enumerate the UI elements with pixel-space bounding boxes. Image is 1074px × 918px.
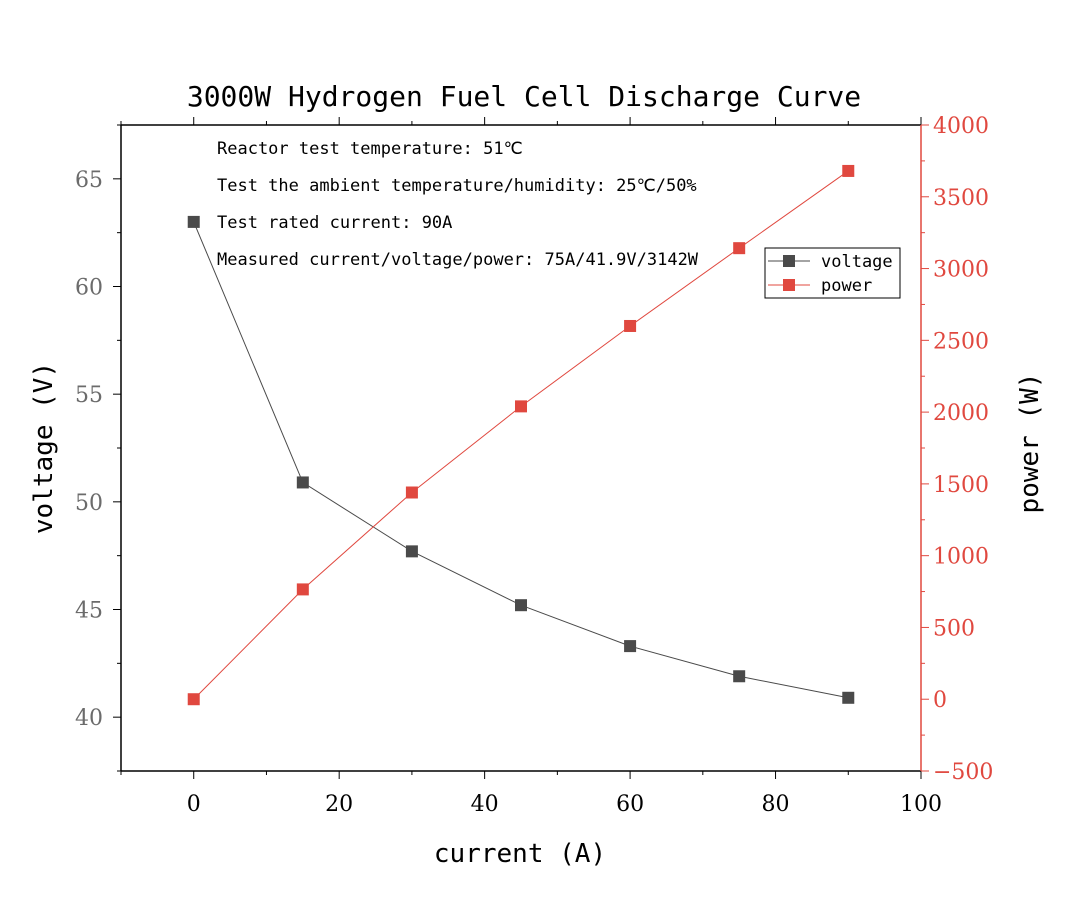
voltage-point xyxy=(624,640,637,653)
y-left-tick-label: 40 xyxy=(75,706,103,731)
annotation-text: Reactor test temperature: 51℃ xyxy=(217,139,523,159)
voltage-point xyxy=(515,599,527,612)
legend-marker xyxy=(783,255,795,267)
y-right-tick-label: 2500 xyxy=(933,329,989,354)
y-right-tick-label: 1000 xyxy=(933,545,989,570)
y-right-tick-label: 0 xyxy=(933,688,947,713)
y-left-tick-label: 45 xyxy=(75,599,103,624)
voltage-point xyxy=(296,476,309,489)
y-right-tick-label: 1500 xyxy=(933,473,989,498)
annotation-text: Measured current/voltage/power: 75A/41.9… xyxy=(217,250,699,270)
x-tick-label: 100 xyxy=(900,792,942,817)
power-point xyxy=(733,242,746,255)
chart-title: 3000W Hydrogen Fuel Cell Discharge Curve xyxy=(187,80,861,113)
annotation-text: Test the ambient temperature/humidity: 2… xyxy=(217,176,697,196)
y-right-tick-label: −500 xyxy=(933,760,993,785)
legend-label-voltage: voltage xyxy=(821,252,893,272)
y-right-tick-label: 3500 xyxy=(933,186,989,211)
y-right-tick-label: 500 xyxy=(933,616,975,641)
x-tick-label: 80 xyxy=(762,792,790,817)
y-left-tick-label: 55 xyxy=(75,383,103,408)
y-left-tick-label: 60 xyxy=(75,276,103,301)
y-left-tick-label: 65 xyxy=(75,168,103,193)
voltage-point xyxy=(187,215,200,228)
voltage-point xyxy=(405,545,418,558)
voltage-point xyxy=(733,670,746,683)
power-point xyxy=(515,400,527,413)
x-tick-label: 0 xyxy=(187,792,201,817)
power-point xyxy=(624,319,637,332)
x-axis-label: current (A) xyxy=(434,839,606,869)
y-right-tick-label: 3000 xyxy=(933,258,989,283)
voltage-point xyxy=(842,691,855,704)
power-point xyxy=(296,583,309,596)
voltage-line xyxy=(193,221,849,699)
legend: voltage power xyxy=(764,247,901,299)
x-tick-label: 20 xyxy=(325,792,353,817)
power-point xyxy=(842,164,855,177)
annotation-text: Test rated current: 90A xyxy=(217,213,452,233)
power-point xyxy=(405,486,418,499)
x-tick-label: 60 xyxy=(616,792,644,817)
y-axis-right-label: power (W) xyxy=(1015,373,1045,514)
power-point xyxy=(187,693,200,706)
y-right-tick-label: 2000 xyxy=(933,401,989,426)
y-left-tick-label: 50 xyxy=(75,491,103,516)
y-right-tick-label: 4000 xyxy=(933,114,989,139)
legend-label-power: power xyxy=(821,276,872,296)
x-tick-label: 40 xyxy=(471,792,499,817)
legend-marker xyxy=(783,279,795,291)
y-axis-left-label: voltage (V) xyxy=(29,362,59,534)
